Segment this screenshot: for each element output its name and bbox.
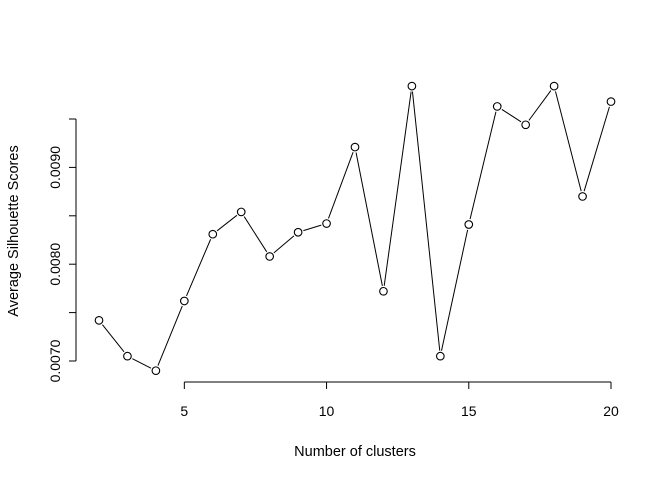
data-point <box>606 97 616 106</box>
series-line-segment <box>273 235 295 254</box>
data-point <box>549 81 559 91</box>
y-axis-title: Average Silhouette Scores <box>6 145 22 316</box>
y-tick-label: 0.0070 <box>47 339 63 382</box>
data-point <box>94 315 104 325</box>
x-tick-label: 20 <box>603 403 619 419</box>
data-point <box>350 142 360 152</box>
x-tick-label: 10 <box>319 403 335 419</box>
series-line-segment <box>328 152 354 219</box>
series-line-segment <box>383 91 412 286</box>
data-point <box>179 296 189 306</box>
y-tick-label: 0.0090 <box>47 146 63 189</box>
series-line-segment <box>554 91 582 192</box>
data-point <box>435 351 445 361</box>
series-line-segment <box>528 90 552 121</box>
series-line-segment <box>355 152 383 287</box>
series-line-segment <box>469 111 497 220</box>
data-point <box>492 102 502 111</box>
series-line-segment <box>501 108 522 123</box>
data-point <box>379 286 388 296</box>
x-tick-label: 5 <box>180 403 188 419</box>
plot-series <box>94 81 616 376</box>
data-point <box>208 229 218 239</box>
data-point <box>521 120 531 130</box>
y-axis: 0.0070 0.0080 0.0090 <box>47 118 77 382</box>
data-point <box>578 192 587 201</box>
series-line-segment <box>186 239 212 297</box>
series-line-segment <box>157 305 183 366</box>
data-point <box>322 219 331 228</box>
series-line-segment <box>132 358 152 369</box>
data-point <box>407 81 417 91</box>
series-line-segment <box>243 216 268 253</box>
data-point <box>236 207 246 217</box>
y-tick-label: 0.0080 <box>47 243 63 286</box>
series-line-segment <box>102 324 125 353</box>
x-axis-title: Number of clusters <box>294 444 416 460</box>
series-line-segment <box>411 91 441 351</box>
data-point <box>293 227 303 237</box>
x-tick-label: 15 <box>461 403 477 419</box>
series-line-segment <box>583 106 610 192</box>
series-line-segment <box>441 229 469 351</box>
data-point <box>265 252 275 261</box>
series-line-segment <box>216 214 238 232</box>
series-line-segment <box>303 224 322 232</box>
x-axis: 5 10 15 20 <box>180 381 619 419</box>
data-point <box>151 366 161 376</box>
data-point <box>464 220 474 229</box>
data-point <box>123 351 132 361</box>
